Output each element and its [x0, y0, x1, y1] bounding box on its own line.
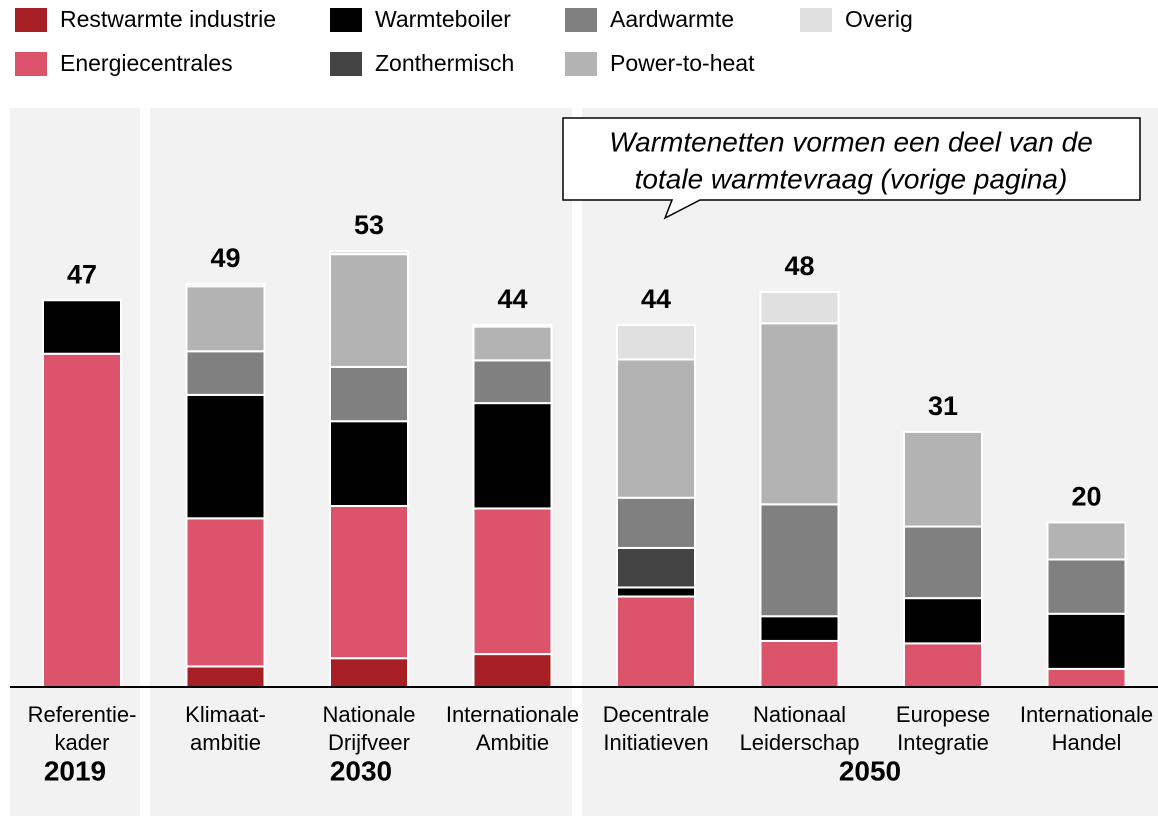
total-label: 31: [928, 391, 958, 421]
category-label: Internationale: [1020, 702, 1153, 727]
legend-label: Overig: [845, 6, 913, 32]
bar-segment: [185, 665, 266, 689]
callout: [562, 117, 1141, 220]
total-label: 49: [210, 243, 240, 273]
bar-segment: [903, 525, 983, 600]
category-label: Referentie-: [28, 702, 137, 727]
bar-segment: [42, 299, 122, 355]
bar-segment: [759, 291, 840, 325]
bar-segment: [42, 352, 122, 688]
category-label: Initiatieven: [603, 730, 708, 755]
bar-segment: [329, 365, 409, 423]
bar-segment: [329, 249, 409, 256]
category-label: kader: [54, 730, 109, 755]
bar-segment: [472, 323, 553, 328]
bar-segment: [329, 420, 409, 507]
category-label: Nationaal: [753, 702, 846, 727]
total-label: 44: [497, 284, 527, 314]
category-label: Ambitie: [476, 730, 549, 755]
bar-segment: [185, 350, 266, 396]
bar-segment: [472, 325, 553, 362]
legend-label: Warmteboiler: [375, 6, 511, 32]
bar-segment: [185, 285, 266, 353]
legend-swatch: [565, 8, 597, 32]
total-label: 47: [67, 259, 97, 289]
bar-segment: [903, 430, 983, 528]
bar-segment: [759, 503, 840, 618]
bar-segment: [1046, 667, 1127, 689]
bar-segment: [616, 546, 696, 589]
group-label: 2030: [330, 755, 392, 786]
legend-swatch: [330, 52, 362, 76]
legend-swatch: [565, 52, 597, 76]
bar-segment: [616, 496, 696, 549]
bar-segment: [472, 507, 553, 656]
bar-segment: [616, 595, 696, 688]
category-label: Klimaat-: [185, 702, 266, 727]
bar-segment: [616, 358, 696, 499]
total-label: 53: [354, 210, 384, 240]
legend-swatch: [800, 8, 832, 32]
category-label: Nationale: [323, 702, 416, 727]
bar-segment: [759, 322, 840, 506]
bar-segment: [1046, 612, 1127, 670]
legend-label: Aardwarmte: [610, 6, 734, 32]
bar-segment: [759, 639, 840, 688]
bar-segment: [329, 657, 409, 689]
bar-segment: [1046, 521, 1127, 561]
category-label: Handel: [1052, 730, 1122, 755]
bar-segment: [616, 586, 696, 598]
category-label: ambitie: [190, 730, 261, 755]
bar-segment: [616, 323, 696, 361]
category-label: Leiderschap: [740, 730, 860, 755]
total-label: 20: [1071, 482, 1101, 512]
legend-label: Zonthermisch: [375, 50, 514, 76]
bar-segment: [185, 282, 266, 288]
bar-segment: [185, 517, 266, 668]
total-label: 48: [784, 251, 814, 281]
category-label: Drijfveer: [328, 730, 410, 755]
category-label: Integratie: [897, 730, 989, 755]
legend-label: Energiecentrales: [60, 50, 233, 76]
legend-swatch: [330, 8, 362, 32]
legend-swatch: [15, 52, 47, 76]
total-label: 44: [641, 284, 671, 314]
bar-segment: [903, 597, 983, 645]
bar-segment: [472, 653, 553, 688]
group-label: 2050: [839, 755, 901, 786]
group-label: 2019: [44, 755, 106, 786]
bar-segment: [329, 504, 409, 660]
bar-segment: [759, 615, 840, 642]
bar-segment: [903, 642, 983, 688]
bar-segment: [329, 253, 409, 368]
annotation: Warmtenetten vormen een deel van de: [609, 126, 1093, 157]
legend-label: Restwarmte industrie: [60, 6, 276, 32]
bar-segment: [185, 393, 266, 520]
category-label: Internationale: [446, 702, 579, 727]
annotation: totale warmtevraag (vorige pagina): [635, 163, 1068, 194]
legend-swatch: [15, 8, 47, 32]
bar-segment: [472, 359, 553, 405]
legend-label: Power-to-heat: [610, 50, 755, 76]
category-label: Europese: [896, 702, 990, 727]
bar-segment: [472, 402, 553, 510]
bar-segment: [1046, 558, 1127, 615]
category-label: Decentrale: [603, 702, 709, 727]
